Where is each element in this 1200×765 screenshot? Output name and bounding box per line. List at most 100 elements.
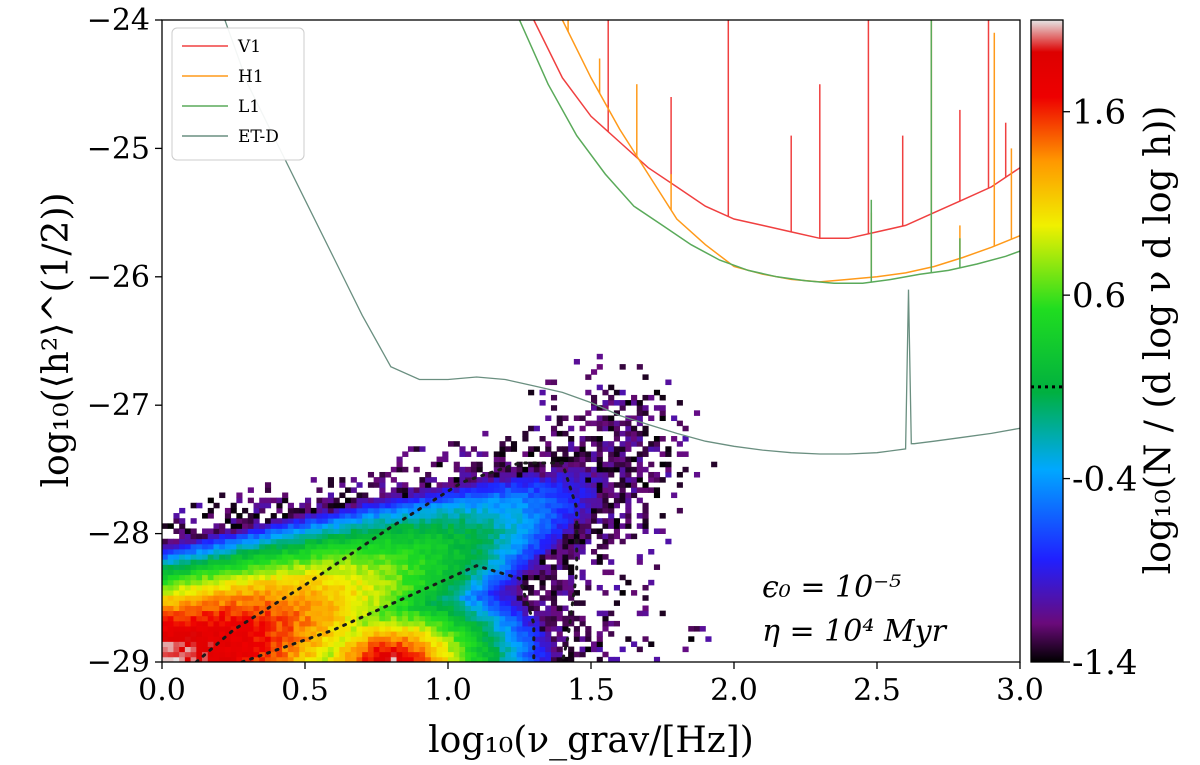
- heatmap-cell: [207, 569, 214, 576]
- heatmap-cell: [196, 620, 203, 627]
- heatmap-cell: [453, 538, 460, 545]
- heatmap-cell: [499, 477, 506, 483]
- heatmap-cell: [573, 651, 580, 658]
- heatmap-cell: [247, 595, 254, 601]
- heatmap-cell: [613, 446, 620, 452]
- heatmap-cell: [179, 620, 186, 627]
- heatmap-cell: [493, 595, 500, 601]
- heatmap-cell: [499, 626, 506, 632]
- heatmap-cell: [482, 595, 489, 601]
- heatmap-cell: [642, 513, 649, 519]
- heatmap-cell: [436, 456, 443, 463]
- heatmap-cell: [179, 605, 186, 612]
- heatmap-cell: [453, 441, 460, 447]
- heatmap-cell: [436, 656, 443, 662]
- heatmap-cell: [413, 559, 420, 565]
- heatmap-cell: [493, 656, 500, 662]
- heatmap-cell: [556, 549, 563, 555]
- heatmap-cell: [545, 590, 552, 596]
- heatmap-cell: [436, 502, 443, 509]
- heatmap-cell: [562, 615, 569, 622]
- heatmap-cell: [510, 543, 518, 550]
- heatmap-cell: [350, 584, 357, 591]
- heatmap-cell: [470, 497, 477, 504]
- heatmap-cell: [287, 569, 294, 576]
- heatmap-cell: [385, 528, 392, 534]
- heatmap-cell: [385, 518, 392, 524]
- heatmap-cell: [236, 538, 243, 545]
- heatmap-cell: [276, 502, 283, 509]
- heatmap-cell: [453, 610, 460, 617]
- heatmap-cell: [636, 456, 643, 463]
- heatmap-cell: [356, 559, 363, 565]
- heatmap-cell: [236, 549, 243, 555]
- legend-label-l1: L1: [238, 97, 260, 117]
- heatmap-cell: [488, 549, 495, 555]
- heatmap-cell: [299, 533, 306, 540]
- heatmap-cell: [430, 533, 437, 540]
- heatmap-cell: [299, 626, 306, 632]
- heatmap-cell: [556, 492, 563, 499]
- heatmap-cell: [442, 615, 449, 622]
- heatmap-cell: [230, 559, 237, 565]
- heatmap-cell: [533, 620, 540, 627]
- heatmap-cell: [162, 559, 169, 565]
- heatmap-cell: [596, 543, 603, 550]
- heatmap-cell: [322, 656, 329, 662]
- heatmap-cell: [510, 487, 518, 493]
- heatmap-cell: [579, 523, 586, 529]
- heatmap-cell: [613, 461, 620, 468]
- heatmap-cell: [299, 610, 306, 617]
- heatmap-cell: [345, 518, 352, 524]
- heatmap-cell: [522, 554, 529, 560]
- heatmap-cell: [528, 538, 535, 545]
- heatmap-cell: [162, 641, 169, 647]
- heatmap-cell: [345, 554, 352, 560]
- heatmap-cell: [236, 528, 243, 534]
- heatmap-cell: [356, 538, 363, 545]
- heatmap-cell: [488, 569, 495, 576]
- heatmap-cell: [585, 636, 592, 642]
- heatmap-cell: [693, 410, 701, 416]
- colorbar-tick-label: -0.4: [1072, 460, 1138, 500]
- heatmap-cell: [545, 641, 552, 647]
- heatmap-cell: [488, 636, 495, 642]
- heatmap-cell: [282, 559, 289, 565]
- heatmap-cell: [293, 574, 300, 581]
- heatmap-cell: [482, 477, 489, 483]
- heatmap-cell: [362, 518, 369, 524]
- heatmap-cell: [591, 497, 598, 504]
- heatmap-cell: [448, 631, 455, 637]
- heatmap-cell: [327, 605, 334, 612]
- heatmap-cell: [213, 620, 220, 627]
- heatmap-cell: [379, 569, 386, 576]
- heatmap-cell: [545, 502, 552, 509]
- heatmap-cell: [287, 610, 294, 617]
- heatmap-cell: [499, 605, 506, 612]
- heatmap-cell: [299, 554, 306, 560]
- heatmap-cell: [327, 651, 334, 658]
- heatmap-cell: [396, 528, 403, 534]
- heatmap-cell: [482, 631, 489, 637]
- heatmap-cell: [510, 636, 518, 642]
- heatmap-cell: [162, 605, 169, 612]
- heatmap-cell: [305, 584, 312, 591]
- heatmap-cell: [510, 554, 518, 560]
- heatmap-cell: [436, 543, 443, 550]
- heatmap-cell: [533, 543, 540, 550]
- heatmap-cell: [322, 564, 329, 570]
- heatmap-cell: [625, 446, 632, 452]
- heatmap-cell: [270, 651, 277, 658]
- heatmap-cell: [453, 477, 460, 483]
- heatmap-cell: [613, 482, 620, 488]
- heatmap-cell: [350, 538, 357, 545]
- heatmap-cell: [636, 477, 643, 483]
- heatmap-cell: [253, 605, 260, 612]
- heatmap-cell: [196, 549, 203, 555]
- heatmap-cell: [488, 631, 495, 637]
- heatmap-cell: [591, 369, 598, 375]
- heatmap-cell: [287, 579, 294, 586]
- heatmap-cell: [385, 636, 392, 642]
- heatmap-cell: [173, 574, 180, 581]
- heatmap-cell: [379, 646, 386, 653]
